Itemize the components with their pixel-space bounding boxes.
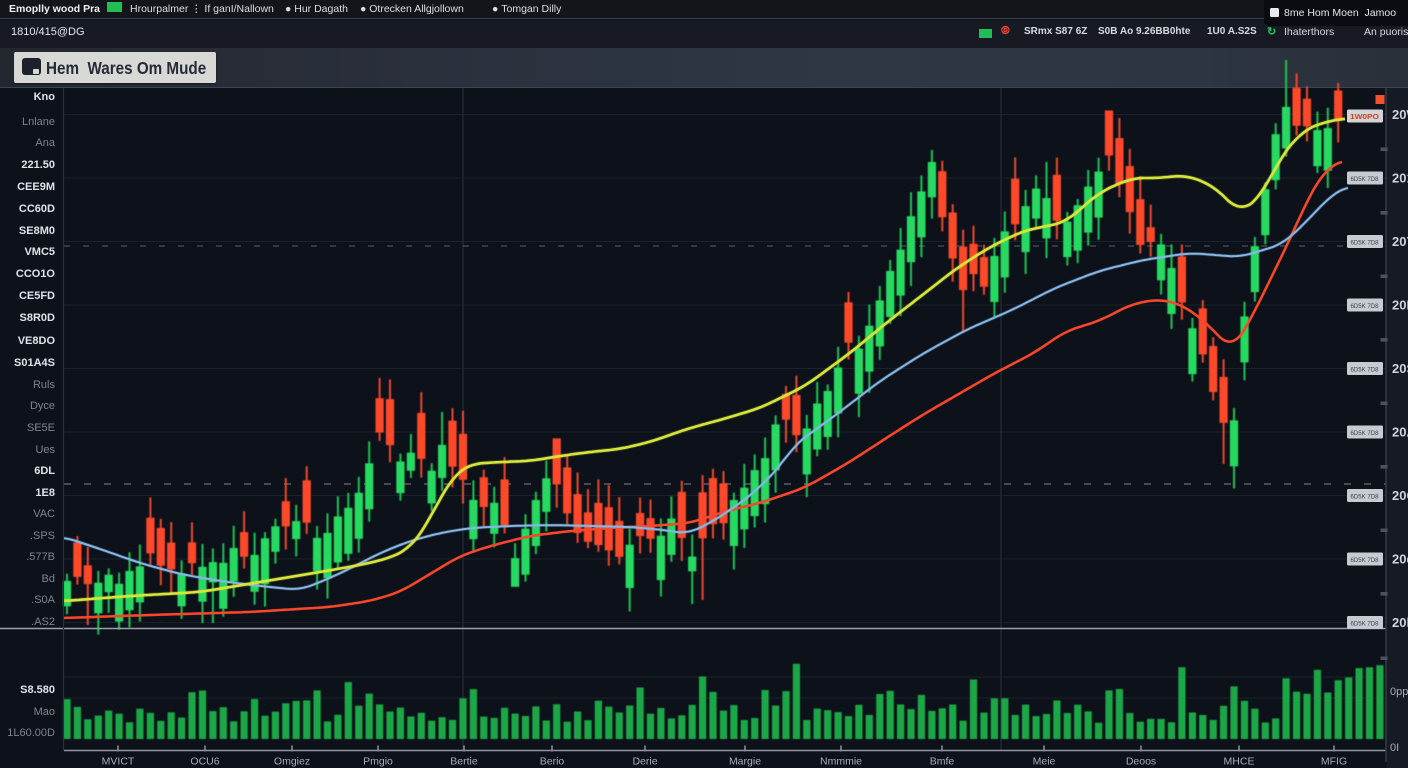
svg-text:Berio: Berio — [540, 756, 565, 768]
svg-text:OCU6: OCU6 — [190, 756, 219, 768]
svg-text:20h: 20h — [1392, 615, 1408, 630]
svg-text:Deoos: Deoos — [1126, 756, 1156, 768]
svg-text:Meie: Meie — [1033, 756, 1056, 768]
svg-text:20W: 20W — [1392, 107, 1408, 122]
svg-text:Bmfe: Bmfe — [930, 756, 955, 768]
svg-text:207: 207 — [1392, 234, 1408, 249]
svg-text:20S: 20S — [1392, 361, 1408, 376]
svg-text:1W0PO: 1W0PO — [1350, 112, 1379, 121]
svg-text:20A: 20A — [1392, 425, 1408, 440]
svg-text:Margie: Margie — [729, 756, 761, 768]
svg-text:Bertie: Bertie — [450, 756, 478, 768]
svg-text:Pmgio: Pmgio — [363, 756, 393, 768]
svg-text:6D5K 7D8: 6D5K 7D8 — [1351, 558, 1380, 564]
svg-text:6D5K 7D8: 6D5K 7D8 — [1351, 431, 1380, 437]
svg-text:6D5K 7D8: 6D5K 7D8 — [1351, 494, 1380, 500]
svg-text:MFIG: MFIG — [1321, 756, 1347, 768]
svg-text:6D5K 7D8: 6D5K 7D8 — [1351, 621, 1380, 627]
svg-text:MVICT: MVICT — [102, 756, 135, 768]
svg-text:0I: 0I — [1390, 742, 1399, 754]
svg-text:MHCE: MHCE — [1224, 756, 1255, 768]
svg-text:6D5K 7D8: 6D5K 7D8 — [1351, 367, 1380, 373]
svg-text:20O: 20O — [1392, 488, 1408, 503]
svg-text:6D5K 7D8: 6D5K 7D8 — [1351, 177, 1380, 183]
svg-text:20B: 20B — [1392, 298, 1408, 313]
svg-text:201: 201 — [1392, 171, 1408, 186]
svg-text:6D5K 7D8: 6D5K 7D8 — [1351, 304, 1380, 310]
svg-text:0pp: 0pp — [1390, 686, 1408, 698]
svg-text:Nmmmie: Nmmmie — [820, 756, 862, 768]
svg-text:Derie: Derie — [632, 756, 657, 768]
svg-text:6D5K 7D8: 6D5K 7D8 — [1351, 240, 1380, 246]
svg-text:20d: 20d — [1392, 552, 1408, 567]
svg-text:Omgiez: Omgiez — [274, 756, 310, 768]
